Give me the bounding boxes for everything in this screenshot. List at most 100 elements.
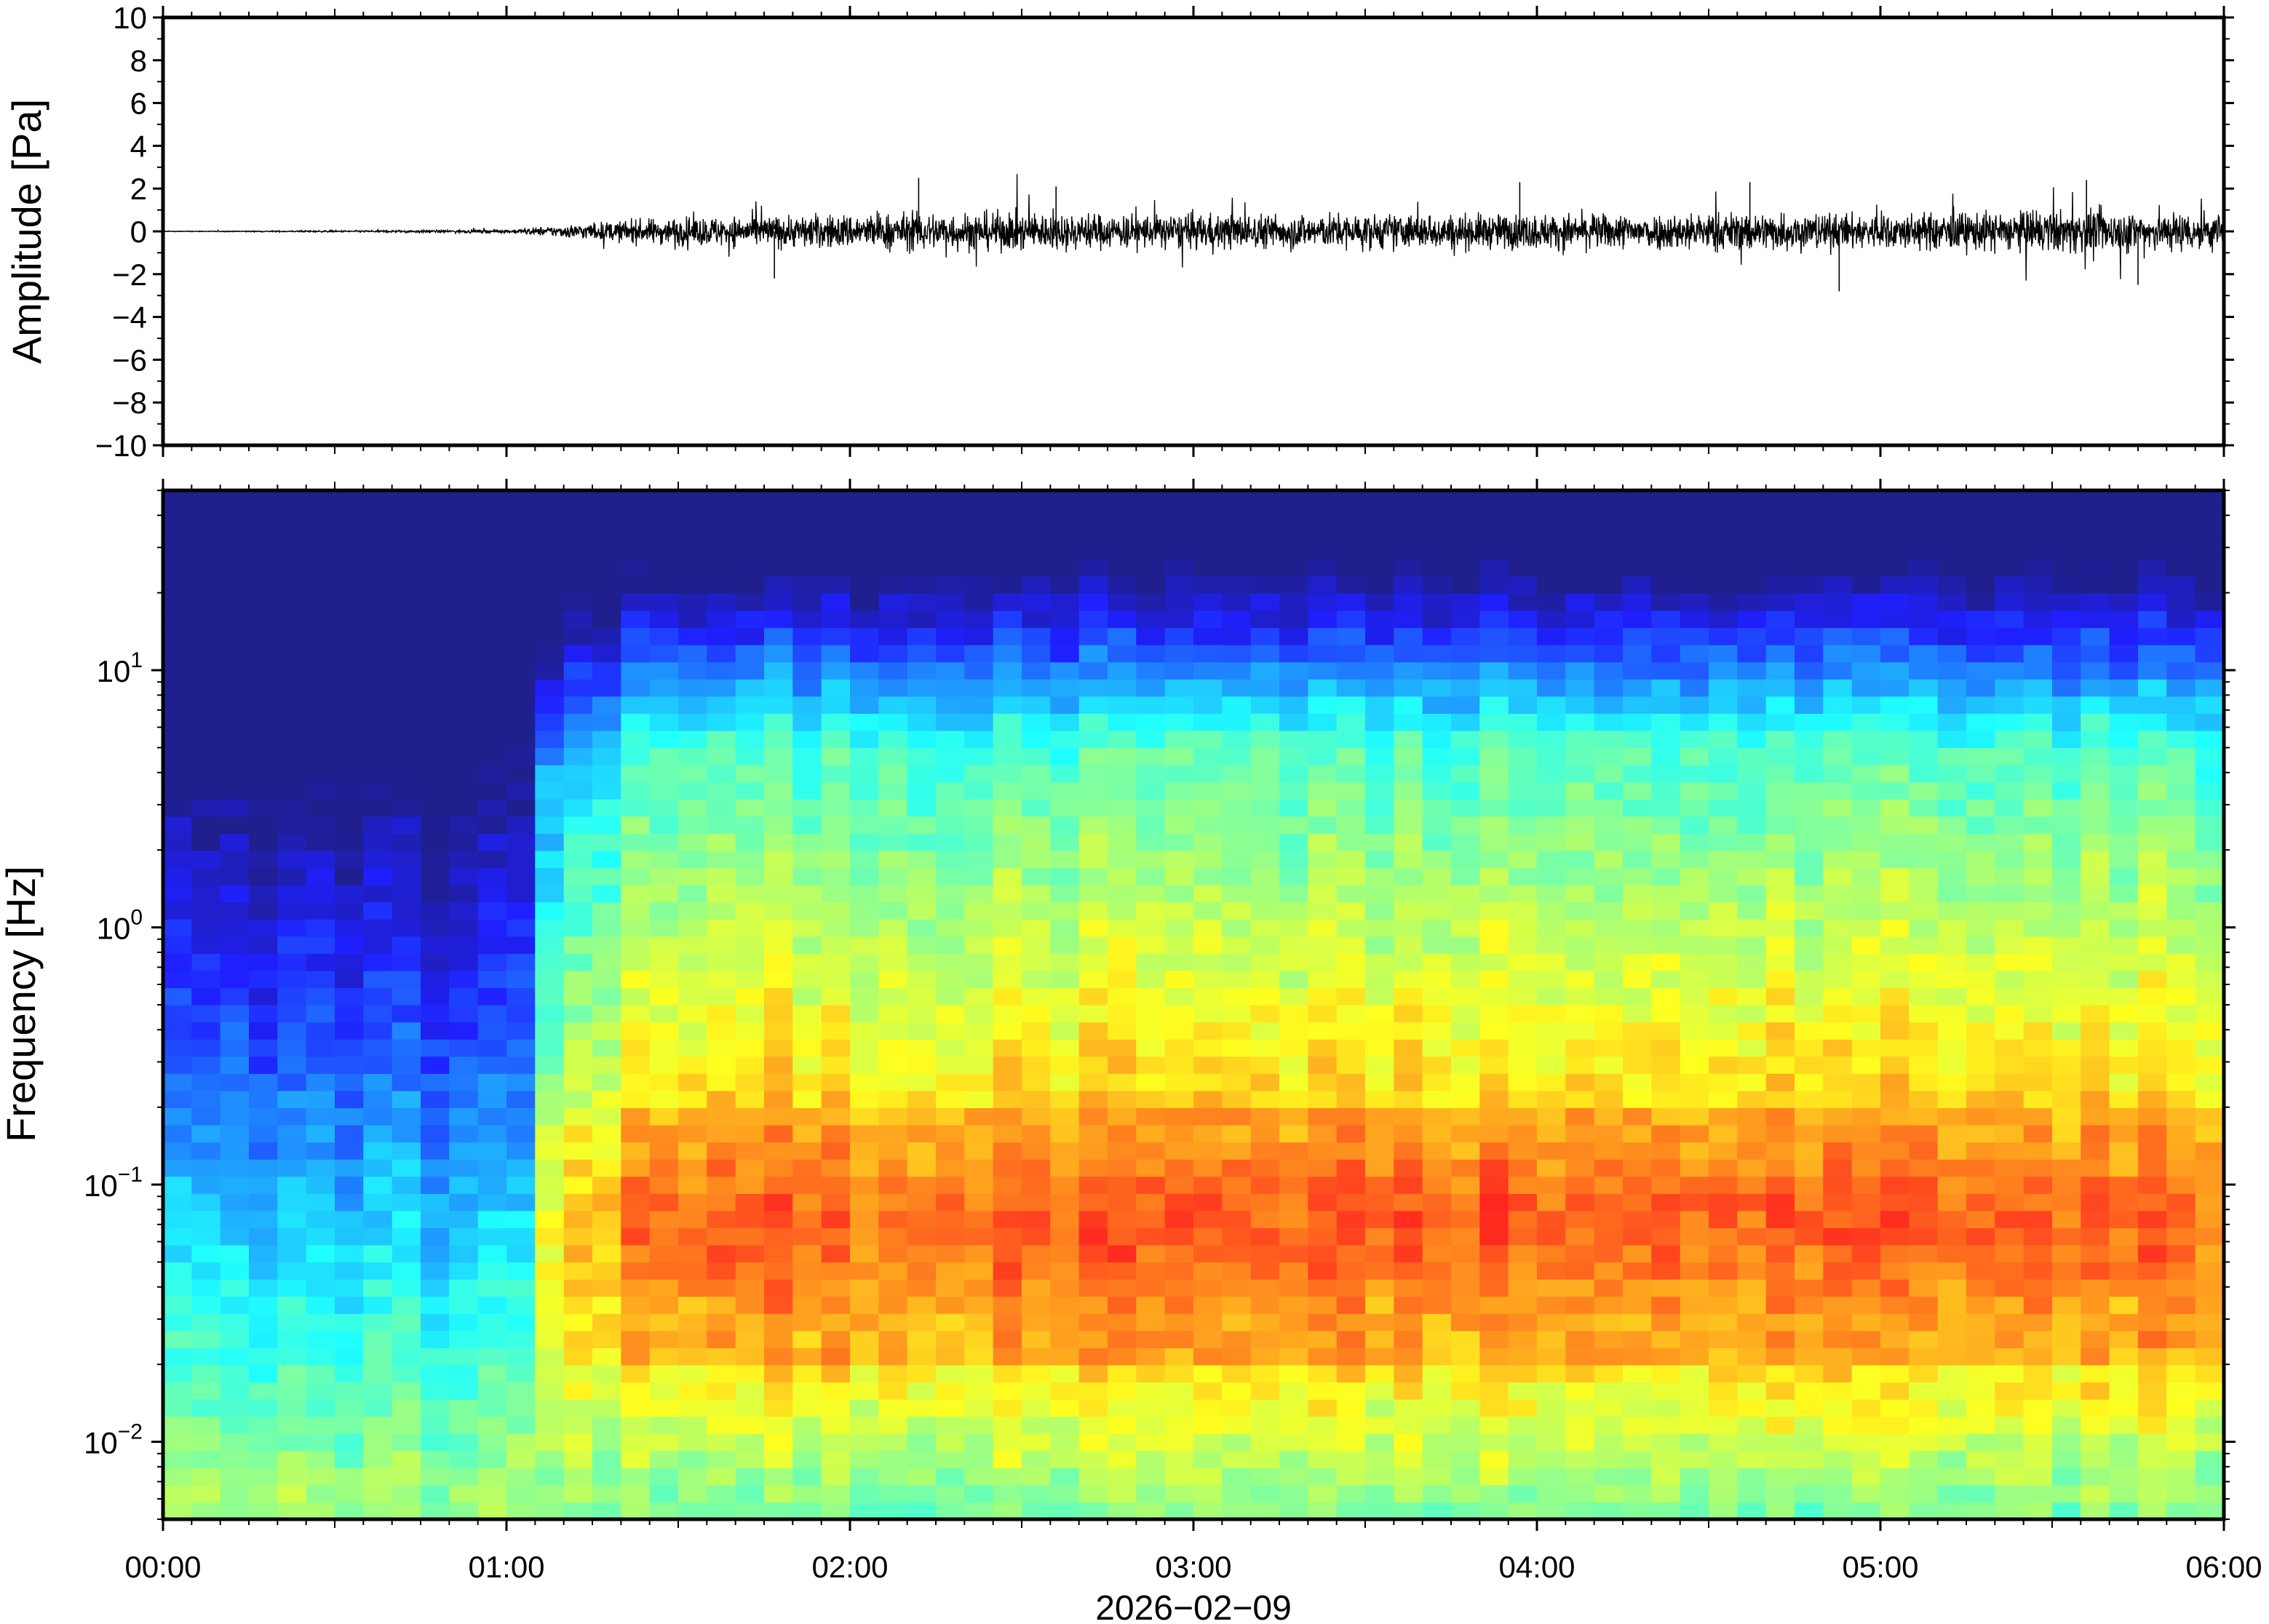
spectrogram-cell: [1995, 936, 2024, 954]
spectrogram-cell: [1050, 833, 1080, 851]
spectrogram-cell: [1365, 541, 1394, 560]
spectrogram-cell: [993, 1142, 1022, 1160]
spectrogram-cell: [1451, 1107, 1480, 1126]
spectrogram-cell: [1222, 713, 1252, 731]
spectrogram-cell: [1765, 970, 1795, 989]
spectrogram-cell: [649, 696, 679, 714]
spectrogram-cell: [249, 1193, 278, 1211]
spectrogram-cell: [678, 1159, 707, 1177]
spectrogram-cell: [1479, 1056, 1509, 1074]
spectrogram-cell: [249, 1039, 278, 1057]
spectrogram-cell: [878, 507, 908, 525]
spectrogram-ytick-label: 10−1: [84, 1163, 143, 1203]
spectrogram-cell: [1880, 987, 1910, 1006]
spectrogram-cell: [477, 490, 507, 509]
spectrogram-cell: [277, 1262, 307, 1280]
spectrogram-cell: [277, 919, 307, 937]
spectrogram-cell: [1022, 730, 1051, 749]
spectrogram-cell: [964, 576, 994, 594]
spectrogram-cell: [1078, 987, 1108, 1006]
spectrogram-cell: [621, 541, 651, 560]
spectrogram-cell: [1823, 1262, 1853, 1280]
spectrogram-cell: [249, 987, 278, 1006]
spectrogram-cell: [1078, 1039, 1108, 1057]
spectrogram-cell: [1651, 507, 1681, 525]
spectrogram-cell: [678, 816, 707, 834]
spectrogram-cell: [1995, 987, 2024, 1006]
spectrogram-cell: [335, 1159, 364, 1177]
spectrogram-cell: [163, 1244, 192, 1263]
spectrogram-cell: [1594, 1244, 1624, 1263]
spectrogram-cell: [2109, 1364, 2139, 1383]
spectrogram-cell: [592, 1005, 621, 1023]
spectrogram-cell: [1851, 1210, 1881, 1228]
spectrogram-cell: [163, 867, 192, 885]
spectrogram-cell: [306, 696, 335, 714]
spectrogram-cell: [2023, 490, 2053, 509]
spectrogram-cell: [1966, 1159, 1995, 1177]
spectrogram-cell: [1565, 713, 1595, 731]
spectrogram-cell: [821, 1142, 851, 1160]
spectrogram-cell: [1680, 1005, 1709, 1023]
spectrogram-cell: [449, 1484, 479, 1503]
spectrogram-cell: [1422, 1416, 1452, 1434]
spectrogram-cell: [1050, 799, 1080, 817]
spectrogram-cell: [1108, 1382, 1137, 1400]
spectrogram-cell: [1823, 1468, 1853, 1486]
spectrogram-cell: [2195, 970, 2224, 989]
spectrogram-cell: [936, 593, 965, 611]
spectrogram-cell: [477, 1262, 507, 1280]
spectrogram-cell: [421, 1399, 450, 1417]
spectrogram-cell: [764, 1450, 793, 1468]
spectrogram-cell: [1108, 1193, 1137, 1211]
spectrogram-cell: [1937, 953, 1967, 971]
spectrogram-cell: [1508, 1399, 1538, 1417]
spectrogram-cell: [1078, 645, 1108, 663]
spectrogram-cell: [907, 799, 937, 817]
spectrogram-cell: [1909, 559, 1939, 577]
spectrogram-cell: [421, 936, 450, 954]
spectrogram-cell: [477, 525, 507, 543]
spectrogram-cell: [2195, 1227, 2224, 1246]
spectrogram-cell: [821, 559, 851, 577]
spectrogram-cell: [421, 713, 450, 731]
spectrogram-cell: [1909, 1262, 1939, 1280]
spectrogram-cell: [1966, 1056, 1995, 1074]
spectrogram-cell: [735, 507, 765, 525]
spectrogram-cell: [506, 1056, 536, 1074]
spectrogram-cell: [1851, 661, 1881, 680]
spectrogram-cell: [1308, 1296, 1338, 1314]
spectrogram-cell: [2166, 1244, 2196, 1263]
spectrogram-cell: [1765, 490, 1795, 509]
spectrogram-cell: [1250, 1039, 1280, 1057]
spectrogram-cell: [1108, 1159, 1137, 1177]
spectrogram-cell: [964, 593, 994, 611]
waveform-ylabel: Amplitude [Pa]: [4, 99, 49, 364]
spectrogram-cell: [392, 765, 421, 783]
spectrogram-cell: [1508, 679, 1538, 697]
spectrogram-cell: [649, 953, 679, 971]
spectrogram-cell: [1737, 1502, 1767, 1519]
spectrogram-cell: [1565, 799, 1595, 817]
spectrogram-cell: [163, 593, 192, 611]
spectrogram-cell: [1594, 1090, 1624, 1108]
spectrogram-cell: [2081, 747, 2110, 765]
spectrogram-cell: [1108, 970, 1137, 989]
spectrogram-cell: [1765, 1468, 1795, 1486]
spectrogram-cell: [1737, 1348, 1767, 1366]
spectrogram-cell: [506, 1022, 536, 1040]
spectrogram-cell: [1050, 1056, 1080, 1074]
spectrogram-cell: [506, 1313, 536, 1332]
spectrogram-cell: [1594, 627, 1624, 645]
spectrogram-cell: [1308, 1142, 1338, 1160]
spectrogram-cell: [1479, 541, 1509, 560]
spectrogram-cell: [1078, 885, 1108, 903]
spectrogram-cell: [707, 1279, 736, 1297]
spectrogram-cell: [449, 576, 479, 594]
spectrogram-cell: [792, 987, 822, 1006]
spectrogram-cell: [1737, 953, 1767, 971]
spectrogram-cell: [563, 1348, 593, 1366]
spectrogram-cell: [1336, 645, 1366, 663]
spectrogram-cell: [449, 627, 479, 645]
spectrogram-cell: [1765, 953, 1795, 971]
